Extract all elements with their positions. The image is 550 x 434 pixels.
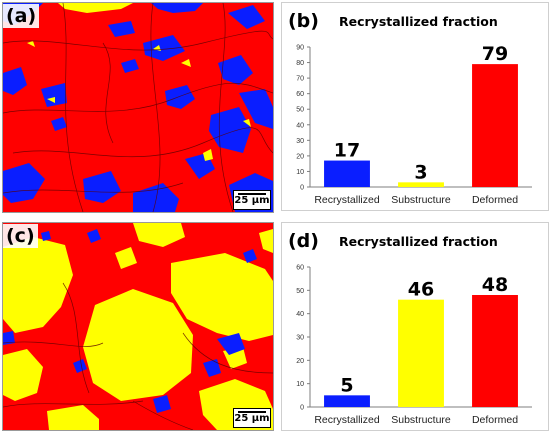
category-label: Recrystallized	[314, 194, 380, 206]
panel-label-a: (a)	[3, 4, 40, 28]
y-tick-label: 0	[300, 185, 304, 192]
panel-label: (d)	[288, 230, 319, 252]
data-label: 5	[340, 374, 353, 396]
ebsd-map-c	[3, 223, 273, 430]
y-tick-label: 40	[296, 311, 304, 318]
data-label: 46	[408, 279, 434, 301]
category-label: Deformed	[472, 194, 518, 206]
chart-d: (d) Recrystallized fraction 0 10 20 30 40 50 60 5…	[281, 222, 549, 431]
bar-recrystallized	[324, 395, 370, 407]
y-tick-label: 90	[296, 45, 304, 52]
data-label: 48	[482, 274, 508, 296]
bar-deformed	[472, 295, 518, 407]
category-label: Recrystallized	[314, 414, 380, 426]
micrograph-c: (c) 25 μm	[2, 222, 274, 431]
y-tick-label: 60	[296, 265, 304, 272]
y-tick-label: 40	[296, 122, 304, 129]
panel-label: (b)	[288, 10, 319, 32]
scale-bar-line	[238, 193, 266, 195]
chart-b: (b) Recrystallized fraction 0 10 20 30 40 50 60 7…	[281, 2, 549, 211]
y-tick-label: 50	[296, 288, 304, 295]
scale-bar-c: 25 μm	[233, 408, 271, 428]
bar-chart-d: (d) Recrystallized fraction 0 10 20 30 40 50 60 5…	[288, 230, 532, 426]
data-label: 17	[334, 140, 360, 162]
bar-deformed	[472, 64, 518, 187]
micrograph-a: (a) 25 μm	[2, 2, 274, 213]
y-tick-label: 30	[296, 335, 304, 342]
bar-substructure	[398, 299, 444, 407]
y-tick-label: 10	[296, 169, 304, 176]
scale-bar-label: 25 μm	[234, 413, 270, 424]
scale-bar-line	[238, 411, 266, 413]
y-tick-label: 80	[296, 60, 304, 67]
scale-bar-a: 25 μm	[233, 190, 271, 210]
y-tick-label: 50	[296, 107, 304, 114]
y-tick-label: 0	[300, 405, 304, 412]
bar-recrystallized	[324, 160, 370, 187]
ebsd-map-a	[3, 3, 273, 212]
y-tick-label: 10	[296, 381, 304, 388]
panel-label-c: (c)	[3, 224, 38, 248]
bar-chart-b: (b) Recrystallized fraction 0 10 20 30 40 50 60 7…	[288, 10, 532, 206]
y-tick-label: 70	[296, 76, 304, 83]
scale-bar-label: 25 μm	[234, 195, 270, 206]
y-tick-label: 20	[296, 153, 304, 160]
category-label: Deformed	[472, 414, 518, 426]
data-label: 3	[414, 161, 427, 183]
data-label: 79	[482, 43, 508, 65]
y-tick-label: 60	[296, 91, 304, 98]
y-tick-label: 30	[296, 138, 304, 145]
category-label: Substructure	[391, 414, 451, 426]
chart-title: Recrystallized fraction	[339, 234, 498, 249]
chart-title: Recrystallized fraction	[339, 14, 498, 29]
y-tick-label: 20	[296, 358, 304, 365]
category-label: Substructure	[391, 194, 451, 206]
bar-substructure	[398, 182, 444, 187]
